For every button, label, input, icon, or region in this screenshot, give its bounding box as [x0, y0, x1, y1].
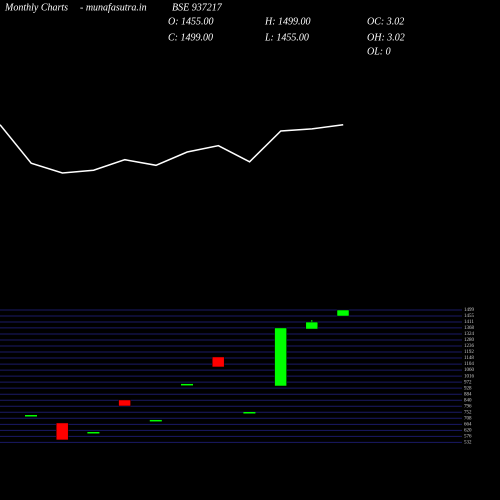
oh: OH: 3.02	[367, 32, 405, 43]
y-tick-label: 1192	[464, 350, 474, 355]
y-tick-label: 708	[464, 416, 472, 421]
y-tick-label: 1324	[464, 332, 475, 337]
candle-body	[305, 321, 319, 330]
candle-body	[243, 412, 256, 414]
y-tick-label: 1236	[464, 344, 475, 349]
y-tick-label: 1280	[464, 338, 475, 343]
y-tick-label: 752	[464, 410, 472, 415]
low: L: 1455.00	[264, 32, 309, 43]
y-tick-label: 532	[464, 441, 472, 446]
candle-body	[181, 383, 193, 386]
y-tick-label: 664	[464, 422, 472, 427]
y-tick-label: 972	[464, 380, 472, 385]
candle-body	[274, 327, 287, 387]
chart-name: Monthly Charts	[4, 2, 68, 13]
y-tick-label: 1148	[464, 356, 474, 361]
y-tick-label: 576	[464, 435, 472, 440]
y-tick-label: 1368	[464, 326, 475, 331]
site: - munafasutra.in	[80, 2, 147, 13]
candle-body	[211, 356, 225, 368]
open: O: 1455.00	[168, 16, 214, 27]
y-tick-label: 928	[464, 386, 472, 391]
y-tick-label: 1060	[464, 368, 475, 373]
candle-body	[87, 431, 100, 434]
y-tick-label: 620	[464, 428, 472, 433]
oc: OC: 3.02	[367, 16, 404, 27]
candle-body	[55, 422, 69, 441]
price-line	[0, 123, 344, 174]
y-tick-label: 1455	[464, 314, 475, 319]
ol: OL: 0	[367, 46, 391, 57]
candle-body	[336, 309, 350, 317]
candle-body	[25, 415, 37, 417]
y-tick-label: 1104	[464, 362, 474, 367]
candle-body	[118, 399, 131, 407]
y-tick-label: 840	[464, 398, 472, 403]
close: C: 1499.00	[168, 32, 213, 43]
y-tick-label: 884	[464, 392, 472, 397]
y-tick-label: 796	[464, 404, 472, 409]
candle-body	[149, 419, 162, 422]
y-tick-label: 1016	[464, 374, 475, 379]
symbol: BSE 937217	[172, 2, 223, 13]
y-tick-label: 1411	[464, 320, 474, 325]
high: H: 1499.00	[264, 16, 311, 27]
y-tick-label: 1499	[464, 308, 475, 313]
